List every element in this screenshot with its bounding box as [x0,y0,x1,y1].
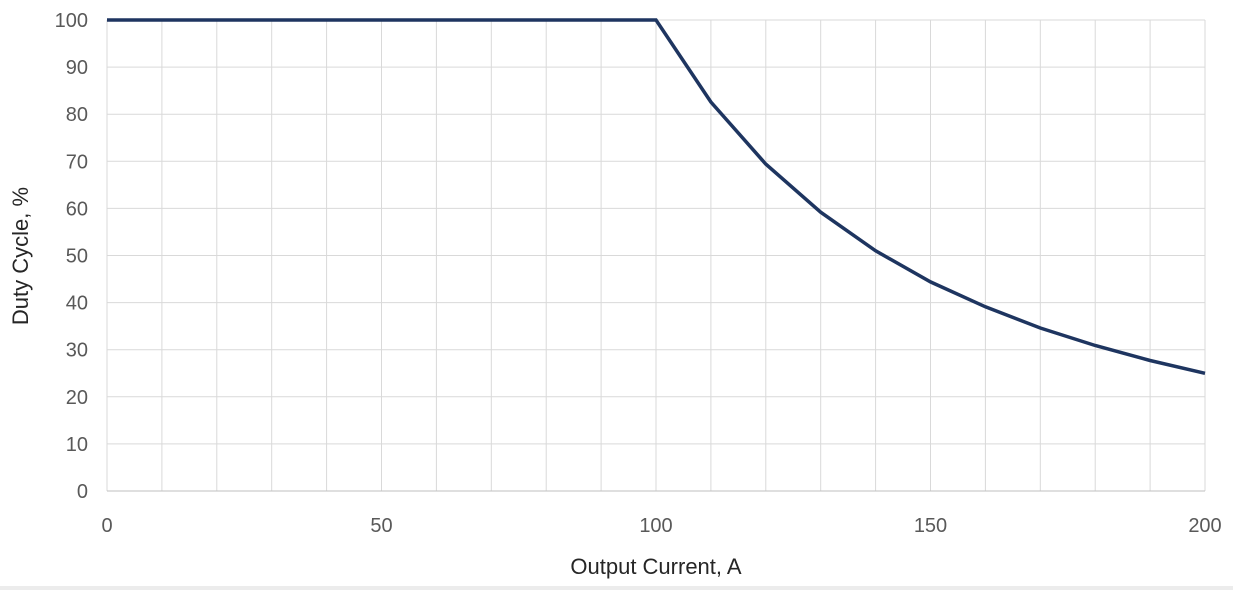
y-tick-label: 30 [66,340,88,362]
y-tick-label: 90 [66,57,88,79]
y-tick-label: 60 [66,198,88,220]
y-tick-label: 50 [66,246,88,268]
y-tick-label: 100 [55,10,88,32]
y-tick-label: 20 [66,387,88,409]
y-tick-label: 0 [77,481,88,503]
y-tick-labels: 0 10 20 30 40 50 60 70 80 90 100 [55,10,88,503]
duty-cycle-line [107,18,1206,376]
x-tick-label: 0 [101,515,112,537]
y-tick-label: 10 [66,434,88,456]
y-axis-title: Duty Cycle, % [8,187,33,325]
x-tick-label: 50 [370,515,392,537]
x-axis-title: Output Current, A [570,554,742,579]
x-tick-labels: 0 50 100 150 200 [101,515,1221,537]
y-tick-label: 40 [66,293,88,315]
bottom-edge-strip [0,586,1233,590]
x-tick-label: 200 [1188,515,1221,537]
horizontal-gridlines [107,19,1205,492]
y-tick-label: 80 [66,104,88,126]
x-tick-label: 150 [914,515,947,537]
x-tick-label: 100 [639,515,672,537]
y-tick-label: 70 [66,151,88,173]
